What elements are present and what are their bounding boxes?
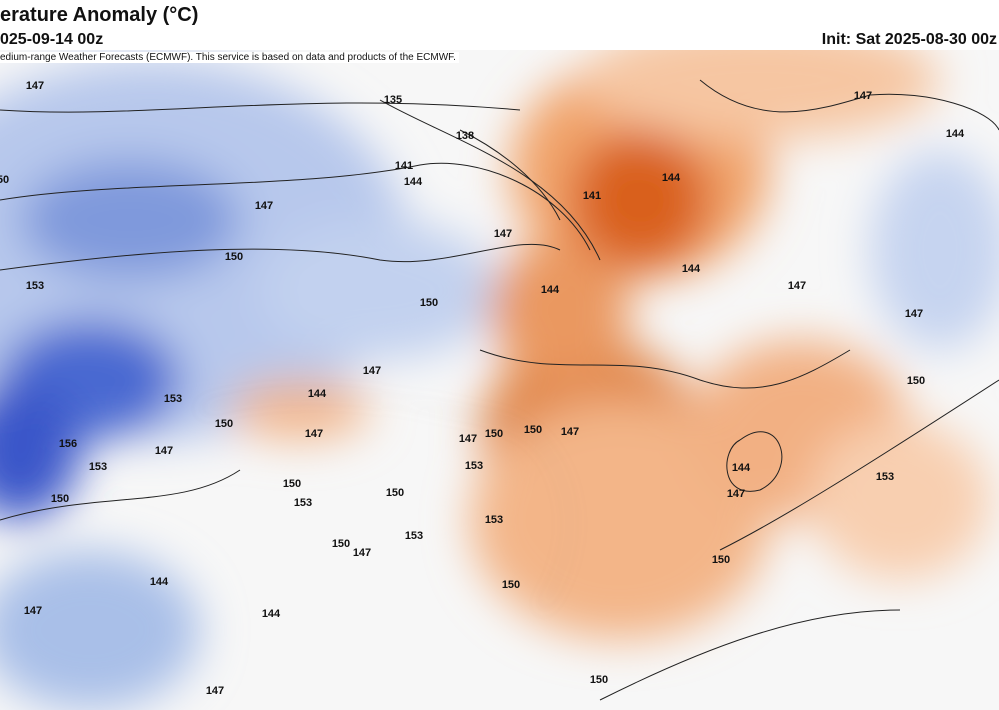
map: 1471351381411441471445014714114414715015… [0, 50, 999, 710]
contour-label: 147 [854, 90, 872, 102]
contour-label: 144 [946, 128, 965, 140]
contour-label: 150 [485, 428, 503, 440]
contour-label: 153 [164, 393, 182, 405]
contour-label: 144 [662, 172, 681, 184]
contour-label: 150 [502, 579, 520, 591]
contour-label: 135 [384, 94, 402, 106]
contour-label: 153 [26, 280, 44, 292]
contour-label: 144 [262, 608, 281, 620]
contour-label: 147 [363, 365, 381, 377]
contour-label: 153 [465, 460, 483, 472]
valid-time: 025-09-14 00z [0, 31, 104, 48]
contours [0, 79, 999, 701]
contour-label: 141 [583, 190, 601, 202]
contour-label: 147 [788, 280, 806, 292]
contour-label: 150 [524, 424, 542, 436]
init-time: Init: Sat 2025-08-30 00z [821, 31, 997, 48]
contour-label: 150 [51, 493, 69, 505]
contour-label: 150 [332, 538, 350, 550]
contour-label: 153 [485, 514, 503, 526]
contour-label: 150 [215, 418, 233, 430]
contour-label: 147 [305, 428, 323, 440]
contour-label: 150 [386, 487, 404, 499]
contour-label: 138 [456, 130, 474, 142]
contour-label: 144 [682, 263, 701, 275]
contour-label: 153 [405, 530, 423, 542]
contour-label: 147 [155, 445, 173, 457]
contour-label: 147 [494, 228, 512, 240]
contour-label: 153 [876, 471, 894, 483]
contour-label: 150 [907, 375, 925, 387]
attribution: edium-range Weather Forecasts (ECMWF). T… [0, 52, 459, 63]
contour-label: 147 [905, 308, 923, 320]
contour-label: 141 [395, 160, 413, 172]
title: erature Anomaly (°C) [0, 4, 199, 26]
contour-label: 156 [59, 438, 77, 450]
contour-label: 153 [294, 497, 312, 509]
contour-label: 147 [206, 685, 224, 697]
contour-label: 144 [404, 176, 423, 188]
contour-label: 144 [732, 462, 751, 474]
contour-label: 50 [0, 174, 9, 186]
contour-label: 153 [89, 461, 107, 473]
contour-label: 144 [150, 576, 169, 588]
contour-label: 147 [26, 80, 44, 92]
anomaly-field [0, 50, 999, 710]
contour-label: 147 [353, 547, 371, 559]
contour-label: 150 [283, 478, 301, 490]
contour-label: 150 [420, 297, 438, 309]
contour-label: 144 [541, 284, 560, 296]
contour-label: 147 [24, 605, 42, 617]
contour-label: 147 [459, 433, 477, 445]
contour-label: 144 [308, 388, 327, 400]
borders [199, 394, 571, 611]
contour-label: 147 [255, 200, 273, 212]
contour-label: 150 [225, 251, 243, 263]
contour-label: 150 [590, 674, 608, 686]
contour-label: 147 [727, 488, 745, 500]
contour-labels: 1471351381411441471445014714114414715015… [0, 80, 965, 697]
contour-label: 150 [712, 554, 730, 566]
contour-label: 147 [561, 426, 579, 438]
